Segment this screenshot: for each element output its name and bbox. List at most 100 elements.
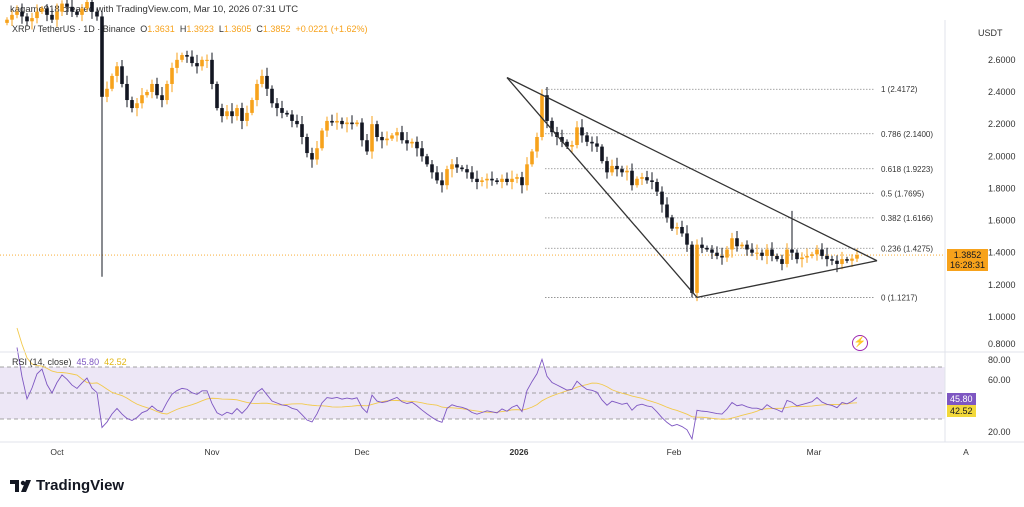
candle-body	[200, 59, 204, 67]
candle-body	[845, 259, 849, 261]
candle	[310, 147, 314, 168]
time-label: 2026	[510, 447, 529, 457]
candle-body	[645, 177, 649, 181]
candle-body	[50, 14, 54, 20]
candle	[505, 172, 509, 186]
rsi-label: RSI (14, close)	[12, 357, 72, 367]
candle	[305, 133, 309, 158]
candle-body	[485, 178, 489, 181]
candle	[780, 254, 784, 271]
candle-body	[10, 14, 14, 20]
candle	[550, 117, 554, 137]
candle-body	[265, 75, 269, 89]
candle-body	[445, 169, 449, 186]
candle	[15, 5, 19, 19]
candle-body	[135, 103, 139, 109]
symbol-name: XRP / TetherUS · 1D · Binance	[12, 24, 136, 34]
candle-body	[165, 83, 169, 101]
candle	[575, 121, 579, 149]
candle-body	[75, 11, 79, 15]
candle	[840, 251, 844, 270]
candle	[540, 89, 544, 141]
candle	[360, 118, 364, 147]
lightning-icon[interactable]: ⚡	[852, 335, 868, 351]
candle-body	[550, 120, 554, 133]
candle	[400, 125, 404, 144]
candle-body	[515, 177, 519, 179]
rsi-tick: 60.00	[988, 375, 1011, 385]
price-tick: 1.4000	[988, 248, 1016, 258]
candle	[275, 97, 279, 117]
candle	[220, 103, 224, 123]
rsi-ma-value: 42.52	[104, 357, 127, 367]
candle	[670, 214, 674, 232]
candle	[270, 85, 274, 108]
candle	[85, 0, 89, 12]
candle	[345, 117, 349, 133]
candle-body	[600, 146, 604, 162]
candle	[745, 240, 749, 256]
candle-body	[540, 95, 544, 137]
candle-body	[295, 120, 299, 125]
candle	[450, 159, 454, 178]
time-label: Mar	[807, 447, 822, 457]
candle-body	[305, 136, 309, 154]
last-price: 1.3852	[953, 250, 982, 260]
fib-level-label: 1 (2.4172)	[881, 85, 918, 94]
close-label: C	[256, 24, 263, 34]
candle-body	[70, 6, 74, 12]
candle	[285, 110, 289, 117]
candle	[235, 104, 239, 121]
candle	[755, 244, 759, 260]
candle-body	[805, 255, 809, 258]
candle-body	[345, 122, 349, 125]
candle	[150, 79, 154, 99]
candle-body	[585, 135, 589, 142]
candle	[145, 89, 149, 98]
candle	[95, 8, 99, 21]
candle-body	[405, 140, 409, 144]
candle	[160, 87, 164, 108]
candle-body	[395, 132, 399, 136]
candle	[765, 244, 769, 265]
candle	[735, 231, 739, 252]
candle-body	[120, 66, 124, 84]
candle	[760, 249, 764, 261]
candle	[420, 141, 424, 162]
rsi-legend[interactable]: RSI (14, close) 45.80 42.52	[12, 357, 127, 367]
candle-body	[795, 252, 799, 260]
candle	[250, 97, 254, 116]
candle-body	[150, 83, 154, 92]
currency-label[interactable]: USDT	[978, 28, 1003, 38]
candle-body	[465, 169, 469, 173]
candle-body	[170, 67, 174, 84]
candle-body	[835, 260, 839, 264]
candle	[350, 115, 354, 130]
candle	[230, 103, 234, 124]
candle	[605, 156, 609, 179]
candle-body	[40, 8, 44, 12]
candle	[435, 166, 439, 184]
candle-body	[210, 59, 214, 84]
candle-body	[490, 178, 494, 181]
candle	[410, 138, 414, 148]
candle	[255, 79, 259, 107]
symbol-legend[interactable]: XRP / TetherUS · 1D · Binance O1.3631 H1…	[12, 24, 368, 34]
time-label: Dec	[354, 447, 370, 457]
tradingview-logo[interactable]: TradingView	[10, 477, 124, 494]
candle-body	[225, 111, 229, 117]
candle	[340, 117, 344, 129]
candle-body	[430, 164, 434, 173]
candle	[820, 243, 824, 260]
price-tick: 1.8000	[988, 183, 1016, 193]
candle	[490, 171, 494, 186]
candle-body	[415, 141, 419, 149]
rsi-panel	[0, 327, 945, 441]
candle-body	[400, 132, 404, 141]
candle	[810, 251, 814, 259]
candle-body	[270, 88, 274, 104]
candle	[595, 136, 599, 152]
candle-body	[815, 249, 819, 255]
candle	[225, 105, 229, 120]
